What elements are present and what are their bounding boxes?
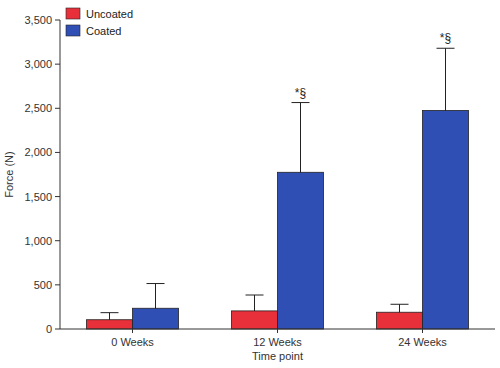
chart: 0 500 1,000 1,500 2,000 2,500 3,000 3,500 0 Week… <box>0 0 500 368</box>
y-tick <box>55 152 60 153</box>
y-axis <box>60 20 61 329</box>
y-tick <box>55 108 60 109</box>
bar <box>278 172 324 329</box>
bar <box>423 110 469 329</box>
y-tick <box>55 64 60 65</box>
bars <box>101 48 455 329</box>
y-tick <box>55 329 60 330</box>
bar <box>377 312 423 329</box>
y-tick-label: 2,000 <box>24 146 52 158</box>
x-tick <box>277 329 278 333</box>
y-axis-label: Force (N) <box>3 151 15 197</box>
y-tick-label: 3,500 <box>24 14 52 26</box>
x-tick-label: 12 Weeks <box>253 336 302 348</box>
x-tick-label: 24 Weeks <box>398 336 447 348</box>
y-tick-label: 500 <box>34 279 52 291</box>
y-tick <box>55 20 60 21</box>
legend-swatch <box>66 8 80 19</box>
x-tick-label: 0 Weeks <box>111 336 154 348</box>
x-axis-label: Time point <box>252 350 303 362</box>
y-tick-label: 3,000 <box>24 58 52 70</box>
y-tick-label: 1,500 <box>24 191 52 203</box>
legend-label: Uncoated <box>86 8 133 20</box>
x-tick <box>132 329 133 333</box>
y-tick <box>55 240 60 241</box>
y-tick-label: 2,500 <box>24 102 52 114</box>
y-tick-label: 0 <box>46 323 52 335</box>
bar <box>87 320 133 329</box>
y-tick <box>55 196 60 197</box>
y-tick-label: 1,000 <box>24 235 52 247</box>
x-tick <box>422 329 423 333</box>
legend-swatch <box>66 25 80 36</box>
annotation: *§ <box>440 31 451 45</box>
annotation: *§ <box>295 86 306 100</box>
y-tick <box>55 284 60 285</box>
bar <box>232 311 278 329</box>
bar <box>133 308 179 329</box>
legend-label: Coated <box>86 25 121 37</box>
